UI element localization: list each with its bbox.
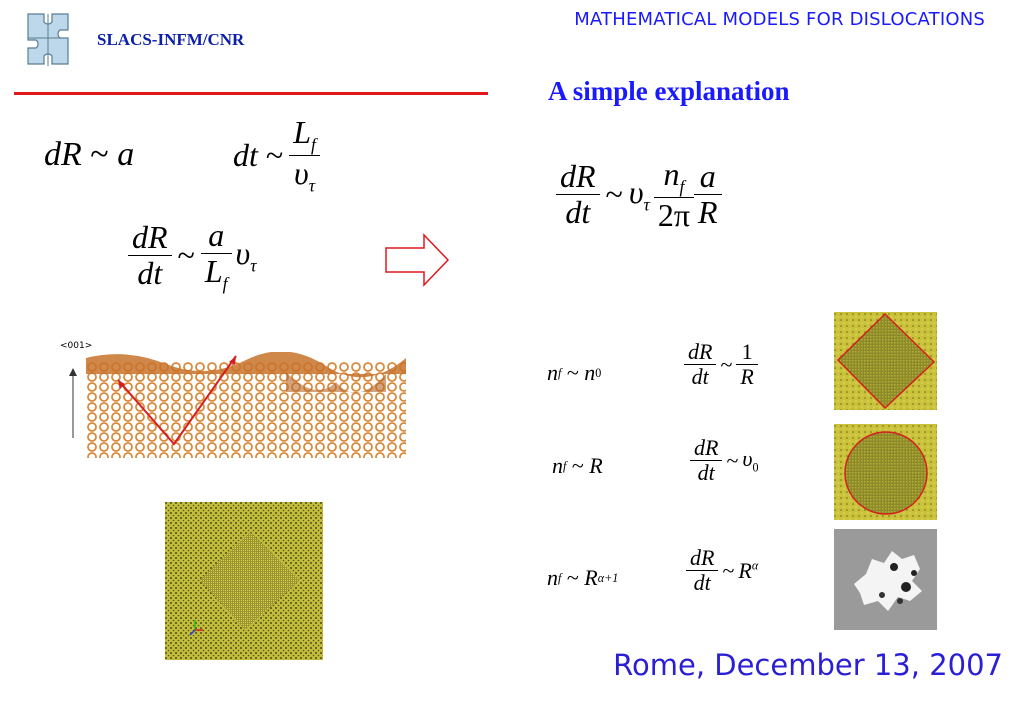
case2-rate: dR dt ~ υ0 — [690, 435, 759, 485]
right-arrow-icon — [385, 233, 450, 287]
axis-arrow-icon — [69, 368, 77, 438]
square-loop-image — [834, 312, 937, 410]
axis-label: <001> — [60, 341, 93, 351]
page-title: MATHEMATICAL MODELS FOR DISLOCATIONS — [574, 9, 985, 30]
case3-rate: dR dt ~ Rα — [686, 545, 758, 595]
atomic-lattice-image — [86, 352, 406, 458]
section-heading: A simple explanation — [548, 76, 790, 106]
eq-dR-a: dR ~ a — [44, 136, 135, 173]
header-divider — [14, 92, 488, 95]
circular-loop-image — [834, 424, 937, 520]
eq-dt-Lf-nu: dt ~ Lf υτ — [233, 114, 320, 195]
logo-puzzle-icon — [27, 13, 69, 66]
org-label: SLACS-INFM/CNR — [97, 30, 245, 49]
yellow-loop-image — [165, 502, 323, 660]
eq-dRdt-a-Lf: dR dt ~ a Lf υτ — [128, 217, 257, 294]
footer-date: Rome, December 13, 2007 — [613, 648, 1003, 682]
irregular-loop-image — [834, 529, 937, 630]
